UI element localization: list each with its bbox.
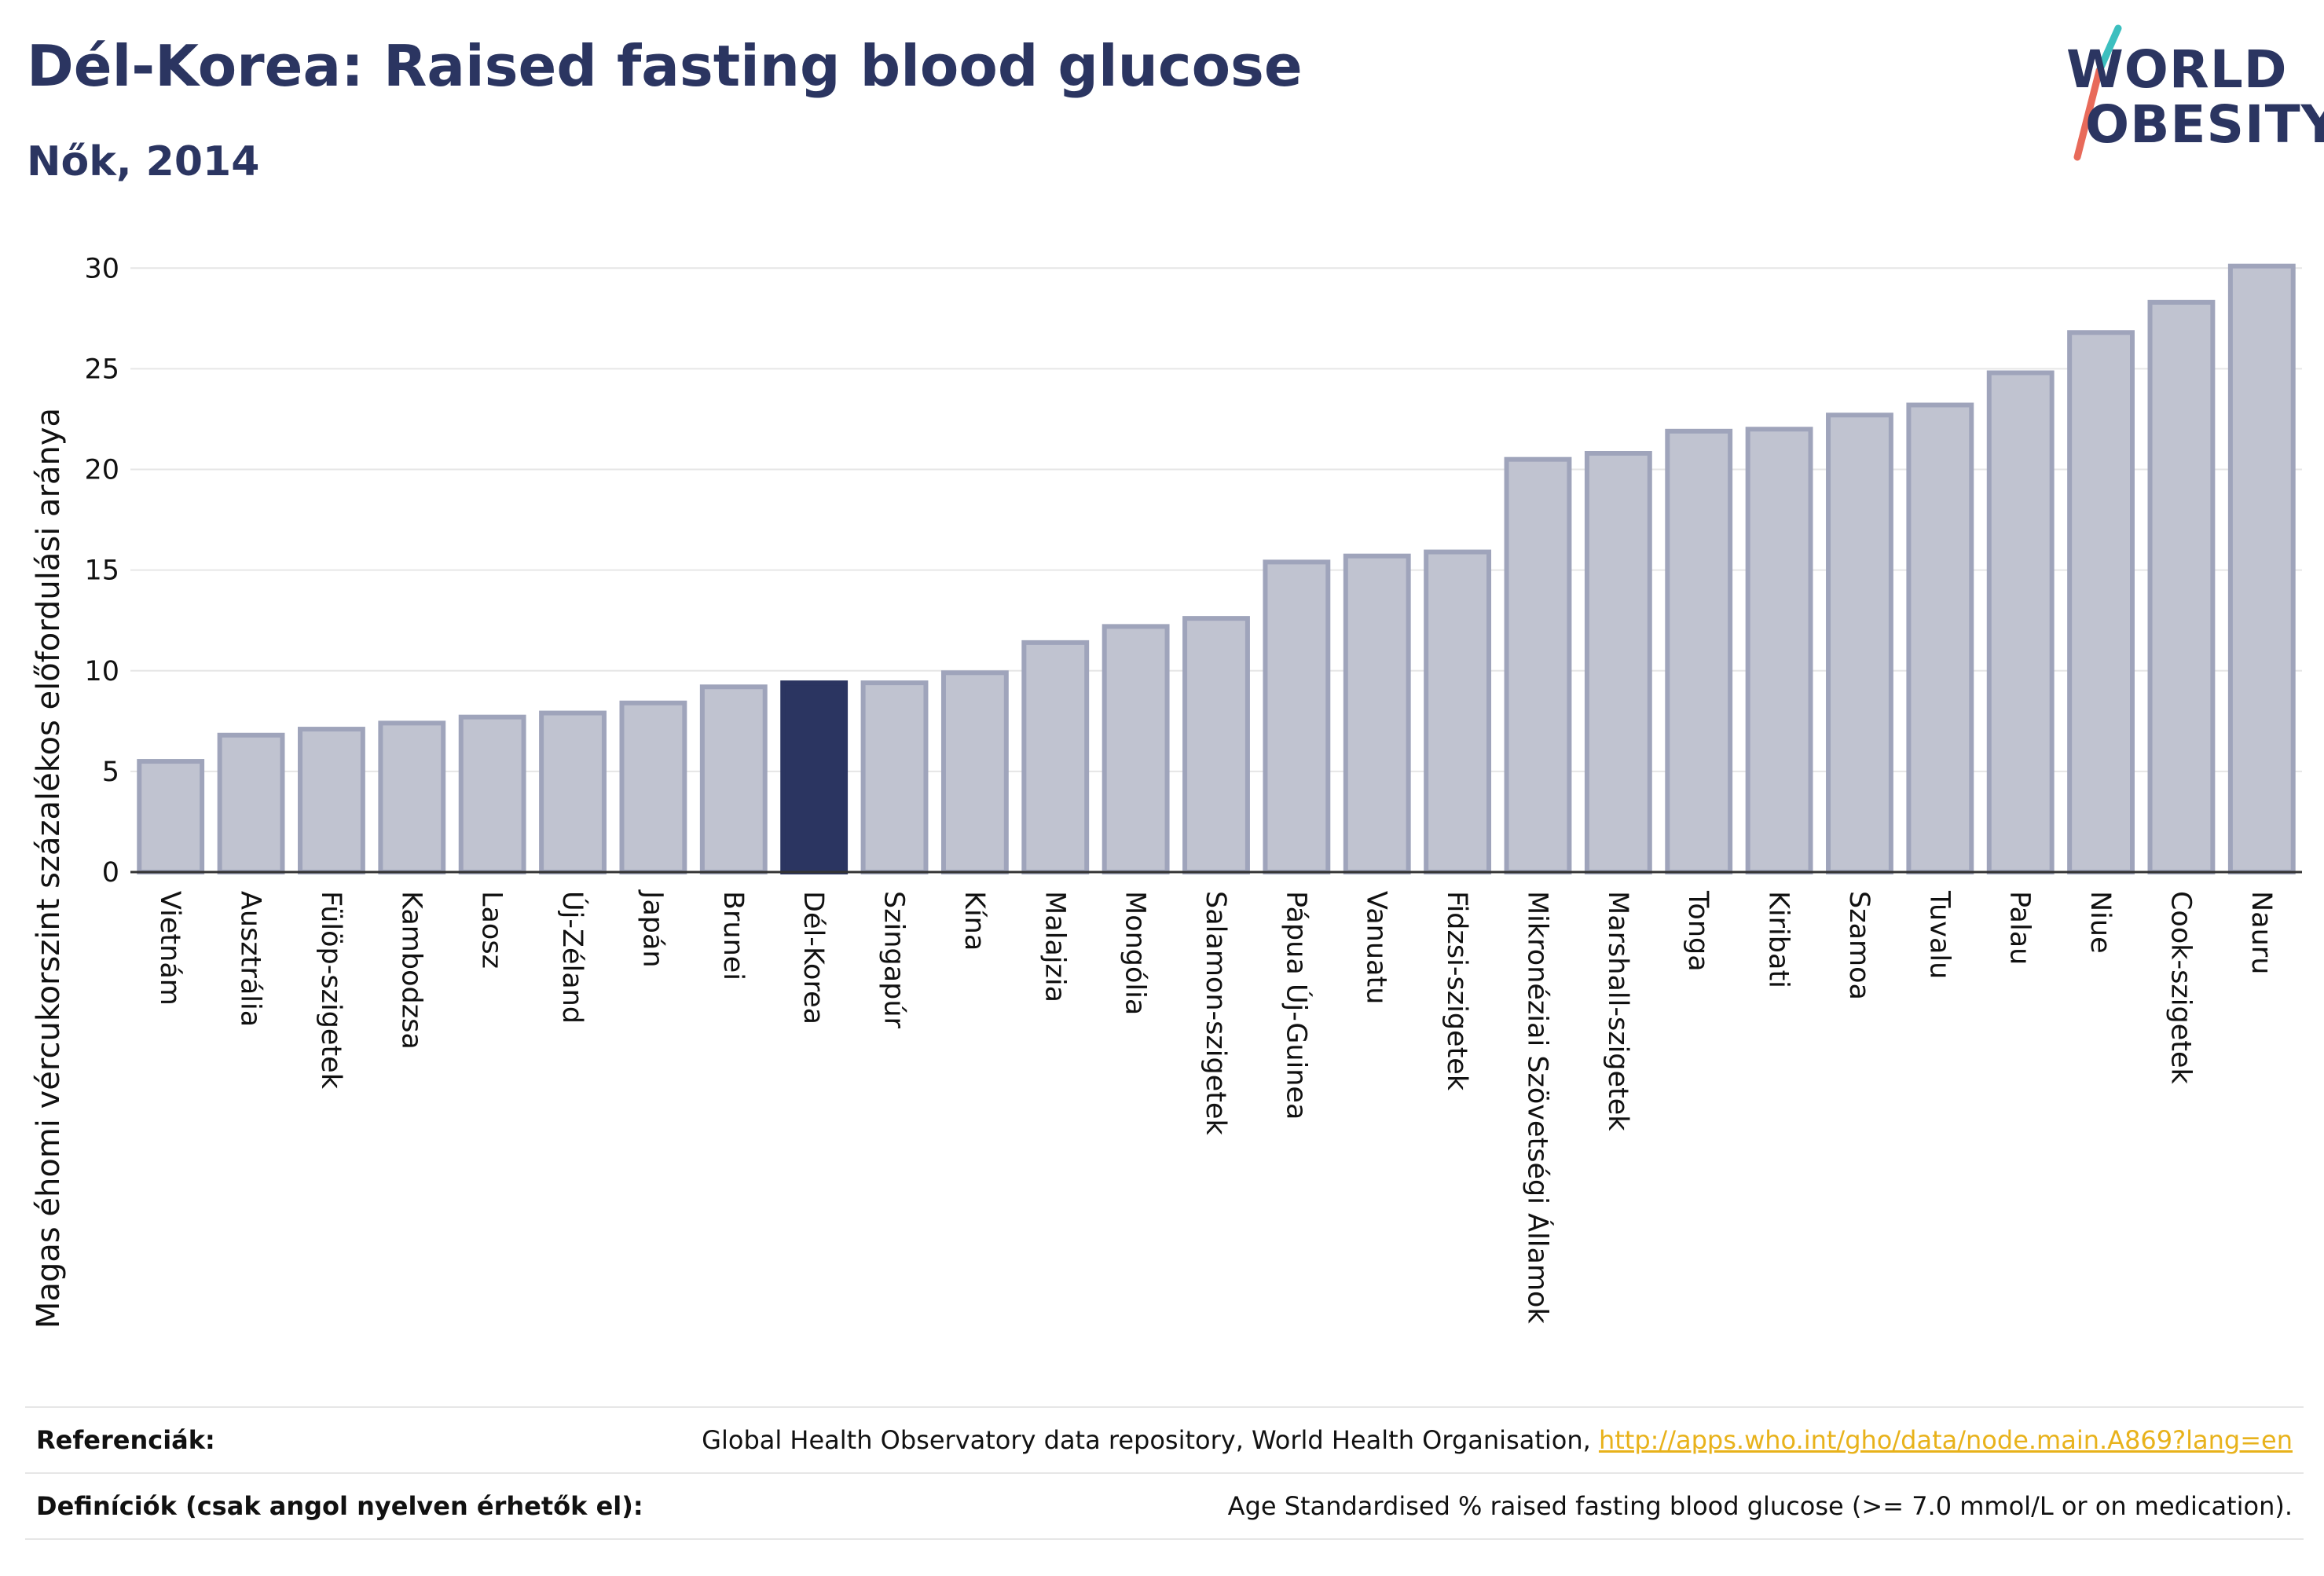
bar (1826, 412, 1893, 874)
bar (2227, 263, 2296, 874)
bar (1424, 549, 1492, 874)
bar (1343, 553, 1411, 874)
x-tick-label: Tuvalu (1923, 890, 1955, 979)
x-tick-label: Salamon-szigetek (1200, 891, 1231, 1135)
bar (378, 720, 446, 874)
bar (137, 759, 205, 874)
x-tick-label: Cook-szigetek (2165, 891, 2196, 1085)
bar-highlight (780, 680, 849, 874)
bar (2067, 330, 2135, 874)
x-tick-label: Fidzsi-szigetek (1441, 891, 1472, 1091)
definitions-value: Age Standardised % raised fasting blood … (1227, 1491, 2293, 1521)
x-tick-label: Laosz (476, 891, 508, 969)
bar (1665, 428, 1733, 874)
y-tick-label: 30 (84, 253, 119, 284)
y-tick-label: 25 (84, 354, 119, 385)
bar (1182, 616, 1250, 874)
y-tick-label: 15 (84, 555, 119, 587)
references-text: Global Health Observatory data repositor… (702, 1425, 1599, 1455)
x-tick-label: Brunei (717, 891, 749, 980)
x-tick-label: Pápua Új-Guinea (1280, 891, 1313, 1120)
y-tick-label: 0 (102, 857, 119, 889)
bar (1986, 370, 2055, 874)
x-tick-label: Niue (2084, 891, 2116, 954)
bar (1584, 451, 1652, 874)
logo-text-world: WORLD (2066, 39, 2288, 100)
references-row: Referenciák: Global Health Observatory d… (25, 1406, 2304, 1472)
bar (619, 700, 687, 874)
references-value: Global Health Observatory data repositor… (702, 1425, 2293, 1455)
x-tick-label: Kambodzsa (395, 891, 427, 1050)
y-axis-ticks: 0 5 10 15 20 25 30 (84, 253, 119, 889)
x-tick-label: Dél-Korea (797, 891, 829, 1024)
x-tick-label: Kiribati (1763, 891, 1794, 988)
x-tick-label: Szingapúr (878, 891, 910, 1029)
x-tick-label: Japán (636, 889, 668, 968)
definitions-row: Definíciók (csak angol nyelven érhetők e… (25, 1472, 2304, 1540)
logo-text-obesity: OBESITY (2085, 94, 2324, 155)
x-tick-label: Ausztrália (235, 891, 266, 1027)
world-obesity-logo: WORLD OBESITY (2043, 24, 2324, 173)
bar (1906, 402, 1974, 874)
x-tick-label: Tonga (1682, 890, 1714, 972)
bar (1021, 640, 1090, 874)
bar (1263, 559, 1331, 874)
x-axis-categories: Vietnám Ausztrália Fülöp-szigetek Kambodzsa… (154, 889, 2277, 1324)
bar (1504, 456, 1572, 874)
bar (298, 727, 365, 874)
y-tick-label: 10 (84, 656, 119, 687)
definitions-label: Definíciók (csak angol nyelven érhetők e… (36, 1491, 643, 1521)
bar (699, 684, 768, 874)
x-tick-label: Vanuatu (1361, 891, 1392, 1004)
bar (1745, 427, 1813, 874)
chart-title: Dél-Korea: Raised fasting blood glucose (27, 33, 1303, 99)
y-tick-label: 20 (84, 455, 119, 486)
x-tick-label: Vietnám (154, 891, 185, 1006)
bar (1102, 624, 1170, 874)
references-label: Referenciák: (36, 1425, 215, 1455)
x-tick-label: Fülöp-szigetek (315, 891, 346, 1090)
x-tick-label: Mikronéziai Szövetségi Államok (1521, 891, 1554, 1324)
bar (2147, 299, 2216, 874)
bars (137, 263, 2296, 874)
x-tick-label: Kína (959, 891, 990, 951)
bar (860, 680, 929, 874)
references-link[interactable]: http://apps.who.int/gho/data/node.main.A… (1598, 1425, 2293, 1455)
x-tick-label: Mongólia (1120, 891, 1151, 1015)
x-tick-label: Palau (2004, 891, 2036, 965)
y-tick-label: 5 (102, 757, 119, 788)
x-tick-label: Szamoa (1843, 891, 1875, 1000)
bar (940, 670, 1009, 874)
bar-chart: 0 5 10 15 20 25 30 Vietnám Ausztrália Fülöp-szig… (84, 253, 2302, 1324)
bar (217, 732, 285, 874)
bar (539, 710, 607, 874)
x-tick-label: Új-Zéland (556, 891, 589, 1024)
x-tick-label: Malajzia (1039, 891, 1070, 1002)
logo-slash-icon (2073, 24, 2122, 161)
chart-subtitle: Nők, 2014 (27, 138, 260, 185)
bar (458, 714, 526, 874)
x-tick-label: Nauru (2245, 891, 2277, 974)
x-tick-label: Marshall-szigetek (1602, 891, 1633, 1131)
